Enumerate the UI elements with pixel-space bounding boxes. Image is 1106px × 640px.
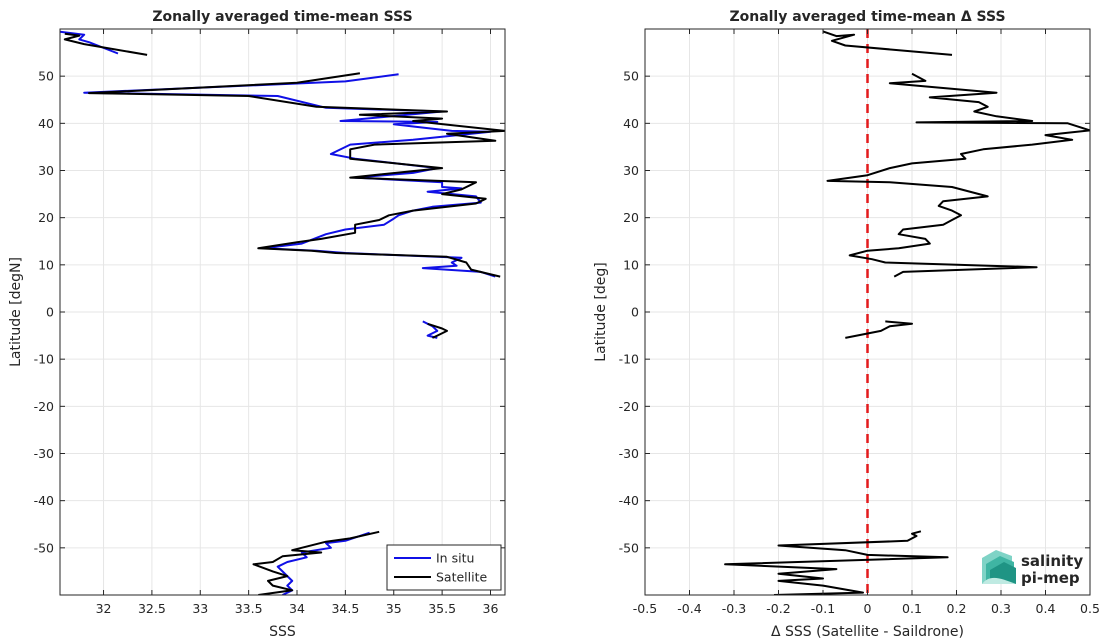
y-tick-label-9: 40: [623, 116, 639, 131]
y-tick-label-7: 20: [623, 210, 639, 225]
x-tick-label-3: 33.5: [235, 601, 263, 616]
y-tick-label-3: -20: [619, 399, 639, 414]
logo-line-2: pi-mep: [1021, 569, 1080, 587]
x-tick-label-0: -0.5: [633, 601, 657, 616]
x-axis-label: SSS: [269, 624, 296, 640]
series-0-segment-0: [822, 30, 953, 56]
legend-label-1: Satellite: [436, 570, 488, 585]
x-axis-label: Δ SSS (Satellite - Saildrone): [771, 624, 964, 640]
y-tick-label-8: 30: [38, 163, 54, 178]
x-tick-label-10: 0.5: [1080, 601, 1100, 616]
y-tick-label-10: 50: [623, 69, 639, 84]
logo-line-1: salinity: [1021, 552, 1083, 570]
x-tick-label-5: 0: [864, 601, 872, 616]
x-tick-label-3: -0.2: [766, 601, 790, 616]
y-tick-label-7: 20: [38, 210, 54, 225]
x-tick-label-1: -0.4: [677, 601, 701, 616]
y-tick-label-6: 10: [623, 257, 639, 272]
chart-title: Zonally averaged time-mean Δ SSS: [729, 9, 1005, 25]
y-tick-label-0: -50: [34, 540, 54, 555]
series-1-segment-3: [252, 530, 380, 595]
x-tick-label-7: 35.5: [428, 601, 456, 616]
x-tick-label-8: 36: [483, 601, 499, 616]
left-chart: 32 32.5 33 33.5 34 34.5 35 35.5 36 -50 -40 -30 -20 -1…: [8, 9, 506, 640]
y-axis-label: Latitude [deg]: [593, 262, 609, 361]
y-tick-label-10: 50: [38, 69, 54, 84]
y-tick-label-4: -10: [34, 352, 54, 367]
series-0-segment-2: [845, 320, 913, 339]
series-0-segment-3: [276, 531, 370, 595]
logo-mark-icon: [982, 550, 1016, 584]
x-tick-label-5: 34.5: [331, 601, 359, 616]
y-axis-label: Latitude [degN]: [8, 257, 24, 367]
series-1-segment-0: [63, 32, 148, 56]
y-tick-label-4: -10: [619, 352, 639, 367]
chart-title: Zonally averaged time-mean SSS: [152, 9, 412, 25]
salinity-pi-mep-logo: salinity pi-mep: [982, 550, 1083, 587]
series-0-segment-3: [724, 530, 949, 595]
y-tick-label-5: 0: [631, 305, 639, 320]
y-tick-label-3: -20: [34, 399, 54, 414]
x-tick-label-2: 33: [192, 601, 208, 616]
series-1-segment-1: [88, 72, 505, 278]
series-1-segment-2: [427, 322, 448, 339]
legend-label-0: In situ: [436, 551, 474, 566]
x-tick-label-7: 0.2: [947, 601, 967, 616]
series-0-segment-1: [826, 72, 1090, 278]
x-tick-label-4: 34: [289, 601, 305, 616]
x-tick-label-0: 32: [96, 601, 112, 616]
y-tick-label-2: -30: [34, 446, 54, 461]
y-tick-label-1: -40: [619, 493, 639, 508]
legend: In situ Satellite: [386, 544, 502, 591]
y-tick-label-5: 0: [46, 305, 54, 320]
y-tick-label-8: 30: [623, 163, 639, 178]
x-tick-label-2: -0.3: [722, 601, 746, 616]
right-chart: -0.5 -0.4 -0.3 -0.2 -0.1 0 0.1 0.2 0.3 0.4 0.5 -50 -…: [593, 9, 1100, 640]
x-tick-label-1: 32.5: [138, 601, 166, 616]
y-tick-label-0: -50: [619, 540, 639, 555]
series-layer: [724, 29, 1090, 595]
x-tick-label-6: 35: [386, 601, 402, 616]
series-layer: [60, 30, 505, 595]
legend-box: [386, 544, 502, 591]
y-tick-label-9: 40: [38, 116, 54, 131]
y-tick-label-1: -40: [34, 493, 54, 508]
y-tick-label-2: -30: [619, 446, 639, 461]
x-tick-label-4: -0.1: [811, 601, 835, 616]
x-tick-label-8: 0.3: [991, 601, 1011, 616]
x-tick-label-6: 0.1: [902, 601, 922, 616]
x-tick-label-9: 0.4: [1036, 601, 1056, 616]
y-tick-label-6: 10: [38, 257, 54, 272]
